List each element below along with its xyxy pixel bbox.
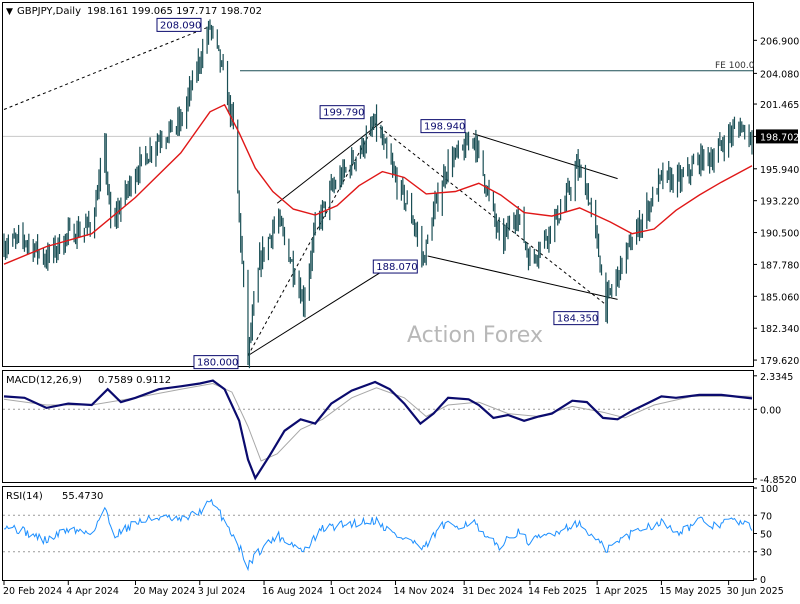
price-tick-label: 195.940 [760, 165, 799, 176]
rsi-tick-label: 0 [760, 575, 766, 586]
date-tick-label: 4 Apr 2024 [66, 586, 119, 597]
symbol-label: GBPJPY,Daily [17, 6, 81, 17]
date-tick-label: 15 May 2025 [659, 586, 721, 597]
date-tick-label: 30 Jun 2025 [727, 586, 784, 597]
rsi-panel[interactable] [2, 486, 754, 581]
price-panel[interactable] [2, 2, 754, 367]
macd-values: 0.7589 0.9112 [98, 375, 171, 386]
rsi-line [3, 498, 753, 572]
swing-label: 184.350 [557, 314, 598, 325]
date-tick-label: 1 Apr 2025 [595, 586, 648, 597]
dotted-swing-line-2 [374, 123, 607, 306]
swing-label: 188.070 [376, 262, 417, 273]
date-tick-label: 20 Feb 2024 [3, 586, 62, 597]
price-tick-label: 187.780 [760, 260, 799, 271]
rsi-title: RSI(14) [6, 491, 43, 502]
price-annotations: 208.090 180.000 199.790 198.940 188.070 184.3… [156, 17, 599, 370]
macd-y-axis: 2.3345 0.00 -4.8520 [753, 372, 797, 486]
swing-label: 180.000 [197, 358, 238, 369]
dotted-trendline-to-high [3, 25, 211, 110]
price-tick-label: 206.900 [760, 36, 799, 47]
falling-channel-upper-line [472, 133, 618, 180]
macd-tick-label: 2.3345 [760, 372, 793, 383]
macd-tick-label: 0.00 [760, 405, 781, 416]
swing-label-box [319, 105, 365, 120]
swing-label: 208.090 [160, 20, 201, 31]
swing-label-box [193, 355, 239, 370]
rsi-tick-label: 30 [760, 548, 772, 559]
price-tick-label: 204.080 [760, 69, 799, 80]
macd-panel[interactable] [2, 370, 754, 483]
swing-label: 199.790 [323, 108, 364, 119]
last-price-box [756, 129, 798, 144]
last-price-label: 198.702 [760, 132, 799, 143]
moving-average-line [3, 103, 753, 265]
price-tick-label: 179.620 [760, 356, 799, 367]
falling-channel-lower-line [427, 255, 618, 300]
date-tick-label: 20 May 2024 [133, 586, 195, 597]
swing-label-box [156, 17, 202, 32]
fe-level-label: FE 100.0 [715, 61, 755, 71]
swing-label-box [372, 259, 418, 274]
rsi-value: 55.4730 [62, 491, 103, 502]
watermark: Action Forex [407, 323, 543, 348]
trendlines [3, 25, 618, 357]
swing-label-box [420, 119, 466, 134]
price-tick-label: 190.500 [760, 229, 799, 240]
rsi-tick-label: 100 [760, 484, 778, 495]
price-bars [3, 19, 753, 369]
rsi-tick-label: 50 [760, 530, 772, 541]
date-tick-label: 31 Dec 2024 [462, 586, 523, 597]
price-tick-label: 182.340 [760, 324, 799, 335]
moving-average [3, 103, 753, 265]
price-tick-label: 193.220 [760, 197, 799, 208]
date-tick-label: 14 Feb 2025 [528, 586, 587, 597]
date-axis: 20 Feb 2024 4 Apr 2024 20 May 2024 3 Jul 20… [3, 581, 784, 597]
price-tick-label: 201.465 [760, 100, 799, 111]
rsi-level-lines [3, 514, 753, 553]
date-tick-label: 3 Jul 2024 [198, 586, 246, 597]
date-tick-label: 16 Aug 2024 [262, 586, 323, 597]
date-tick-label: 1 Oct 2024 [329, 586, 382, 597]
rsi-line-path [3, 498, 753, 572]
macd-lines [3, 379, 753, 481]
price-tick-label: 185.060 [760, 292, 799, 303]
swing-label-box [553, 311, 599, 326]
channel-lower-line [247, 270, 383, 357]
ohlc-values: 198.161 199.065 197.717 198.702 [87, 6, 262, 17]
macd-signal-line [3, 382, 753, 462]
channel-upper-line [276, 120, 383, 204]
date-tick-label: 14 Nov 2024 [394, 586, 455, 597]
macd-title: MACD(12,26,9) [6, 375, 82, 386]
rsi-tick-label: 70 [760, 511, 772, 522]
swing-label: 198.940 [424, 122, 465, 133]
rsi-y-axis: 100 70 50 30 0 [753, 484, 778, 586]
menu-arrow-icon[interactable]: ▼ [6, 7, 13, 17]
dotted-swing-line-1 [247, 123, 376, 356]
macd-tick-label: -4.8520 [760, 475, 797, 486]
macd-main-line [3, 379, 753, 481]
price-reference-lines: FE 100.0 [3, 61, 755, 137]
price-y-axis: 206.900 204.080 201.465 198.702 195.940 193.2… [753, 36, 799, 367]
